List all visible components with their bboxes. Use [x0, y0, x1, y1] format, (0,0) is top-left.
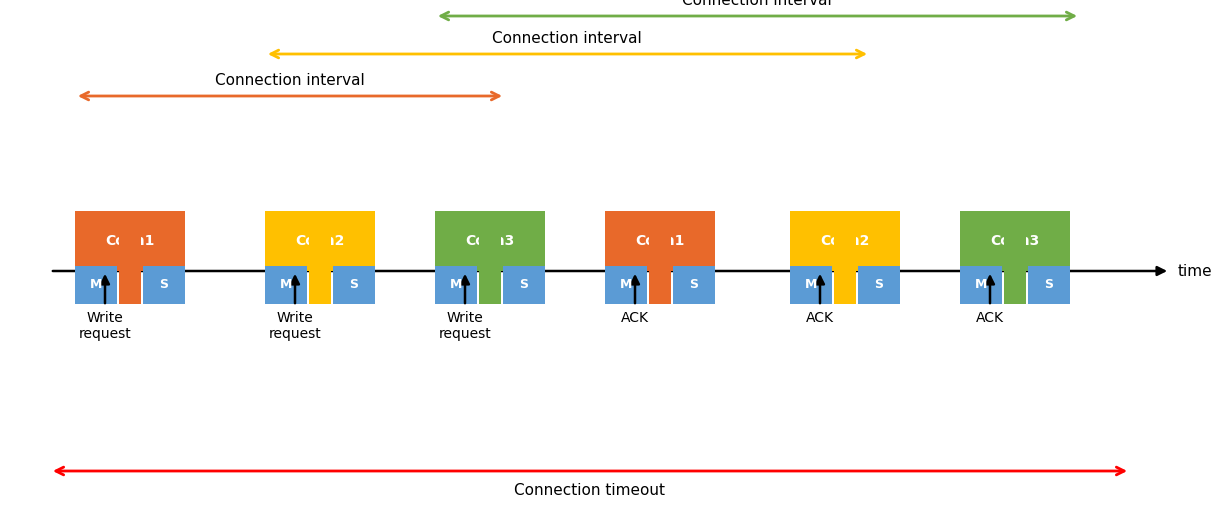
Text: Conn1: Conn1	[106, 234, 154, 248]
Text: M: M	[805, 278, 817, 291]
Bar	[309, 233, 331, 304]
Text: Conn2: Conn2	[295, 234, 344, 248]
Bar	[479, 233, 501, 304]
Text: M: M	[280, 278, 292, 291]
Text: Write
request: Write request	[79, 311, 131, 341]
Text: S: S	[874, 278, 884, 291]
Bar	[503, 266, 545, 304]
Bar	[606, 211, 715, 271]
Bar	[333, 266, 375, 304]
Bar	[606, 266, 647, 304]
Bar	[435, 266, 477, 304]
Bar	[834, 233, 856, 304]
Text: Connection timeout: Connection timeout	[514, 483, 665, 498]
Bar	[649, 233, 671, 304]
Text: Conn2: Conn2	[821, 234, 869, 248]
Bar	[265, 211, 375, 271]
Text: Connection interval: Connection interval	[492, 31, 642, 46]
Bar	[75, 211, 185, 271]
Bar	[858, 266, 900, 304]
Bar	[1029, 266, 1070, 304]
Text: S: S	[350, 278, 359, 291]
Bar	[959, 211, 1070, 271]
Text: M: M	[975, 278, 987, 291]
Text: time: time	[1178, 264, 1212, 278]
Text: Conn3: Conn3	[990, 234, 1040, 248]
Bar	[674, 266, 715, 304]
Bar	[143, 266, 185, 304]
Text: M: M	[620, 278, 632, 291]
Bar	[435, 211, 545, 271]
Bar	[790, 211, 900, 271]
Bar	[1004, 233, 1026, 304]
Text: ACK: ACK	[806, 311, 834, 325]
Text: M: M	[90, 278, 102, 291]
Text: Connection interval: Connection interval	[682, 0, 832, 8]
Text: ACK: ACK	[976, 311, 1004, 325]
Bar	[959, 266, 1002, 304]
Text: Connection interval: Connection interval	[215, 73, 365, 88]
Text: S: S	[519, 278, 529, 291]
Text: Conn3: Conn3	[466, 234, 514, 248]
Text: S: S	[159, 278, 169, 291]
Text: S: S	[689, 278, 699, 291]
Bar	[265, 266, 306, 304]
Bar	[119, 233, 141, 304]
Text: ACK: ACK	[621, 311, 649, 325]
Bar	[790, 266, 832, 304]
Text: Write
request: Write request	[439, 311, 491, 341]
Bar	[75, 266, 117, 304]
Text: M: M	[450, 278, 462, 291]
Text: S: S	[1045, 278, 1053, 291]
Text: Write
request: Write request	[269, 311, 321, 341]
Text: Conn1: Conn1	[635, 234, 685, 248]
